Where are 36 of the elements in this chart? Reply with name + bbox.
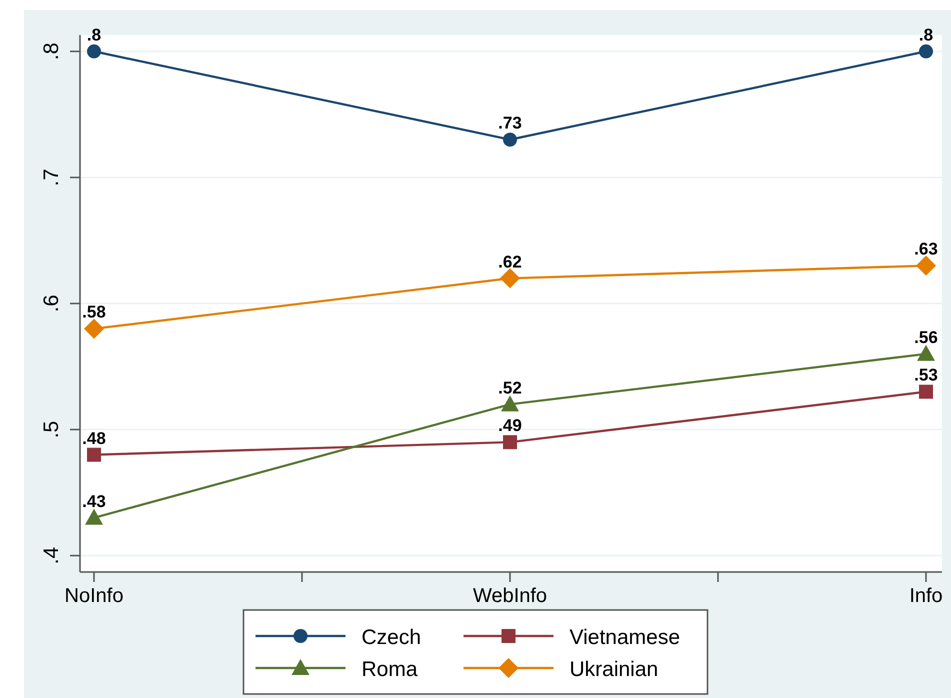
point (87, 448, 101, 462)
y-tick-label: .7 (40, 168, 63, 186)
point (503, 132, 517, 147)
point (917, 344, 935, 361)
data-label: .58 (82, 302, 106, 322)
data-label: .73 (498, 114, 522, 133)
data-label: .8 (86, 25, 102, 44)
point (503, 435, 517, 450)
y-tick-label: .5 (40, 420, 63, 438)
data-label: .49 (498, 416, 522, 436)
y-tick-label: .6 (40, 294, 63, 312)
x-tick-label: Info (909, 585, 943, 607)
data-label: .43 (82, 492, 106, 511)
legend-label: Czech (362, 626, 422, 649)
point (919, 384, 933, 399)
point (87, 44, 101, 58)
data-label: .53 (914, 366, 938, 385)
data-label: .56 (914, 328, 938, 347)
legend-label: Ukrainian (570, 658, 658, 681)
data-label: .63 (914, 240, 938, 259)
legend-label: Roma (362, 658, 418, 681)
x-tick-label: WebInfo (472, 585, 548, 607)
point (919, 44, 933, 58)
data-label: .62 (498, 252, 522, 272)
data-label: .52 (498, 378, 522, 398)
data-label: .8 (918, 25, 934, 44)
data-label: .48 (82, 428, 106, 448)
x-tick-label: NoInfo (64, 585, 124, 607)
point (500, 268, 520, 288)
y-tick-label: .4 (40, 546, 63, 564)
point (501, 395, 519, 412)
point (84, 318, 104, 339)
legend-label: Vietnamese (570, 626, 680, 649)
point (916, 256, 936, 276)
y-tick-label: .8 (40, 42, 63, 60)
point (85, 508, 103, 525)
